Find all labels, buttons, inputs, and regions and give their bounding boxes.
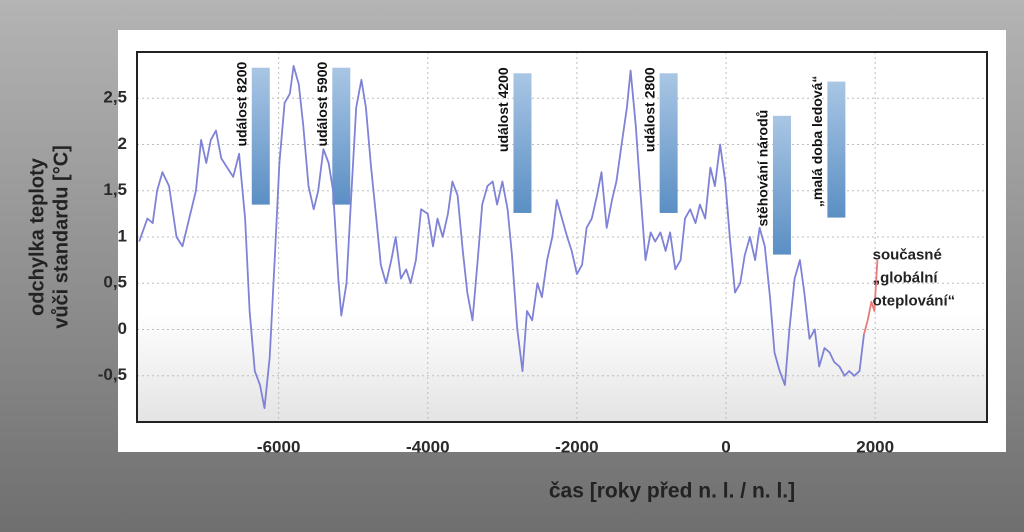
x-tick-label: 2000 — [856, 437, 894, 456]
plot-frame — [136, 51, 988, 423]
data-line — [138, 65, 865, 409]
annotation-text: oteplování“ — [873, 293, 956, 310]
x-axis-label: čas [roky před n. l. / n. l.] — [549, 480, 795, 503]
y-tick-label: -0,5 — [98, 365, 127, 384]
y-tick-label: 2,5 — [103, 88, 127, 107]
y-axis-label-line: odchylka teploty — [26, 157, 48, 316]
y-axis-label-line: vůči standardu [°C] — [50, 145, 72, 329]
x-tick-label: -2000 — [555, 437, 598, 456]
event-label: událost 5900 — [314, 62, 330, 147]
event-bar — [772, 115, 791, 255]
y-tick-label: 1,5 — [103, 180, 127, 199]
event-bar — [827, 81, 846, 218]
event-bar — [251, 67, 270, 205]
y-tick-label: 2 — [118, 134, 127, 153]
event-bar — [659, 73, 678, 213]
event-label: událost 2800 — [641, 67, 657, 152]
y-tick-label: 1 — [118, 226, 127, 245]
y-tick-label: 0 — [118, 319, 127, 338]
event-label: stěhování národů — [755, 110, 771, 227]
y-tick-label: 0,5 — [103, 273, 127, 292]
annotation-text: „globální — [873, 270, 939, 287]
event-label: událost 4200 — [495, 67, 511, 152]
x-tick-label: 0 — [721, 437, 730, 456]
event-bar — [513, 73, 532, 213]
event-bar — [332, 67, 351, 205]
annotation-text: současné — [873, 247, 942, 264]
y-axis-label: odchylka teploty vůči standardu [°C] — [26, 145, 72, 329]
event-label: „malá doba ledová“ — [809, 76, 825, 207]
marks: událost 8200 událost 5900 událost 4200 udál… — [138, 62, 879, 409]
event-label: událost 8200 — [233, 62, 249, 147]
x-tick-label: -4000 — [406, 437, 449, 456]
grid — [137, 52, 987, 422]
x-tick-label: -6000 — [257, 437, 300, 456]
data-line — [863, 260, 879, 335]
